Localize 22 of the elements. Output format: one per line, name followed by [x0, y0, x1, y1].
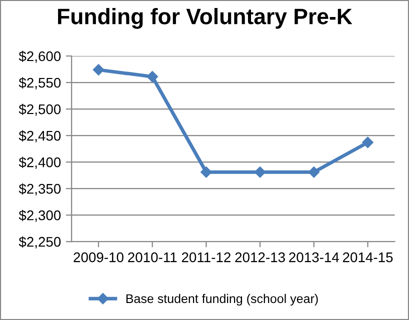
chart-title: Funding for Voluntary Pre-K — [58, 8, 352, 29]
legend-label: Base student funding (school year) — [126, 294, 318, 306]
x-tick-label: 2012-13 — [235, 252, 285, 262]
x-tick-label: 2010-11 — [128, 252, 177, 262]
point — [308, 166, 320, 178]
y-tick-label: $2,450 — [18, 130, 61, 142]
y-tick-label: $2,300 — [18, 210, 61, 222]
x-tick-label: 2013-14 — [289, 252, 339, 262]
y-tick-label: $2,500 — [18, 104, 61, 116]
x-tick-label: 2014-15 — [342, 252, 393, 262]
y-tick-label: $2,600 — [18, 50, 61, 63]
x-tick-label: 2011-12 — [182, 252, 230, 262]
y-tick-label: $2,550 — [18, 77, 61, 90]
point — [92, 64, 104, 76]
point — [146, 71, 158, 82]
point — [362, 136, 374, 148]
y-tick-label: $2,350 — [18, 183, 61, 196]
point — [200, 166, 212, 178]
y-tick-label: $2,400 — [18, 156, 61, 169]
point — [254, 166, 266, 178]
y-tick-label: $2,250 — [18, 236, 61, 248]
x-tick-label: 2009-10 — [74, 252, 124, 262]
